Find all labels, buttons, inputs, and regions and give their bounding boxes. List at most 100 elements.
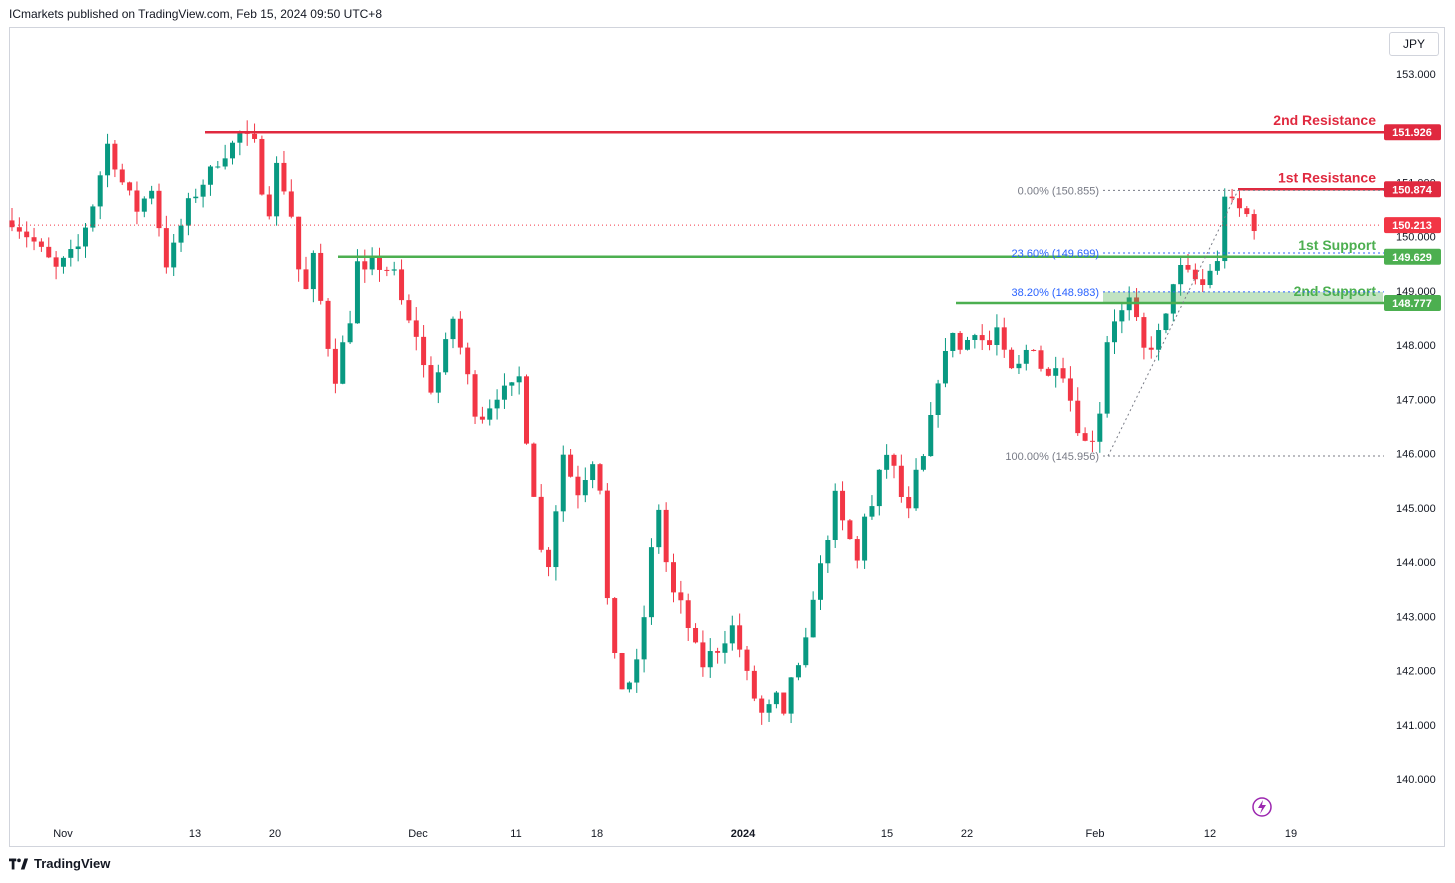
y-tick-label: 144.000 bbox=[1396, 557, 1436, 569]
current-price-badge bbox=[1384, 217, 1441, 234]
candle-body bbox=[75, 246, 81, 250]
candle-body bbox=[369, 257, 375, 270]
lightning-icon bbox=[1252, 797, 1272, 817]
candle-body bbox=[1185, 265, 1191, 270]
x-tick-label: 15 bbox=[881, 828, 893, 840]
candle-body bbox=[1016, 363, 1022, 369]
candle-body bbox=[575, 476, 581, 496]
x-tick-label: 19 bbox=[1285, 828, 1297, 840]
candle-body bbox=[656, 509, 662, 548]
candle-body bbox=[428, 365, 434, 393]
candle-body bbox=[1045, 368, 1051, 376]
currency-selector[interactable]: JPY bbox=[1389, 32, 1439, 56]
fibonacci-retracement: 0.00% (150.855) 23.60% (149.699) 38.20% (1… bbox=[1005, 185, 1384, 463]
y-tick-label: 149.000 bbox=[1396, 286, 1436, 298]
y-tick-label: 143.000 bbox=[1396, 611, 1436, 623]
candle-body bbox=[1112, 321, 1117, 343]
candle-body bbox=[693, 627, 699, 643]
candle-body bbox=[281, 162, 287, 192]
y-tick-label: 142.000 bbox=[1396, 666, 1436, 678]
y-tick-label: 153.000 bbox=[1396, 69, 1436, 81]
candle-body bbox=[942, 350, 948, 384]
sr-levels: 2nd Resistance 1st Resistance 1st Support 2… bbox=[10, 112, 1384, 305]
candle-body bbox=[928, 414, 934, 457]
candle-body bbox=[46, 246, 52, 258]
candle-body bbox=[1229, 196, 1235, 199]
x-tick-label: 22 bbox=[961, 828, 973, 840]
candle-body bbox=[560, 454, 566, 512]
candle-body bbox=[707, 651, 713, 668]
candle-body bbox=[325, 300, 331, 349]
candle-body bbox=[972, 335, 978, 340]
price-badges: 151.926 150.874 149.629 148.777 150.213 bbox=[1384, 124, 1441, 312]
candle-body bbox=[803, 637, 809, 666]
candle-body bbox=[259, 138, 265, 195]
y-tick-label: 145.000 bbox=[1396, 503, 1436, 515]
candle-body bbox=[722, 643, 728, 653]
price-badge bbox=[1384, 124, 1441, 141]
candle-body bbox=[332, 348, 338, 384]
x-tick-label: Feb bbox=[1086, 828, 1105, 840]
candle-body bbox=[1244, 208, 1250, 215]
candle-body bbox=[1067, 378, 1073, 401]
candle-body bbox=[818, 563, 823, 600]
candle-body bbox=[979, 335, 985, 341]
candle-body bbox=[920, 456, 926, 470]
x-tick-label: 11 bbox=[510, 828, 521, 840]
candle-body bbox=[884, 454, 890, 470]
x-tick-label: 13 bbox=[189, 828, 201, 840]
candle-body bbox=[1141, 317, 1147, 348]
candles bbox=[9, 120, 1257, 725]
candle-body bbox=[906, 496, 912, 509]
candle-body bbox=[1089, 440, 1095, 442]
level-label: 1st Resistance bbox=[1278, 169, 1376, 185]
level-label: 2nd Resistance bbox=[1273, 112, 1376, 128]
candle-body bbox=[759, 698, 765, 713]
candle-body bbox=[1178, 265, 1184, 285]
candle-body bbox=[1192, 269, 1198, 280]
candle-body bbox=[105, 143, 111, 176]
candle-body bbox=[795, 665, 801, 678]
candle-body bbox=[626, 682, 632, 690]
candle-body bbox=[296, 216, 302, 270]
candle-body bbox=[568, 454, 574, 477]
candle-body bbox=[891, 454, 897, 466]
candle-body bbox=[435, 372, 441, 393]
candle-body bbox=[362, 261, 368, 270]
candle-body bbox=[185, 198, 191, 226]
candle-body bbox=[700, 642, 706, 668]
tradingview-logo[interactable]: TradingView bbox=[9, 856, 110, 871]
candle-body bbox=[487, 408, 493, 420]
candle-body bbox=[1075, 400, 1081, 434]
candle-body bbox=[1156, 330, 1162, 350]
candle-body bbox=[619, 652, 625, 690]
candle-body bbox=[149, 190, 155, 199]
candle-body bbox=[318, 252, 324, 301]
candle-body bbox=[1214, 261, 1220, 271]
x-tick-label: 12 bbox=[1204, 828, 1216, 840]
candle-body bbox=[230, 142, 235, 159]
x-tick-label: 20 bbox=[269, 828, 281, 840]
candle-body bbox=[266, 194, 272, 217]
candle-body bbox=[68, 249, 74, 258]
candle-body bbox=[38, 241, 44, 247]
candle-body bbox=[766, 704, 772, 713]
candle-body bbox=[384, 269, 390, 271]
candle-body bbox=[825, 540, 831, 564]
candle-body bbox=[1251, 214, 1257, 232]
candle-body bbox=[898, 465, 904, 497]
candle-body bbox=[678, 592, 684, 601]
candle-body bbox=[1148, 347, 1154, 350]
candle-body bbox=[347, 323, 353, 343]
candle-body bbox=[1119, 310, 1125, 322]
candle-body bbox=[1053, 368, 1059, 376]
candle-body bbox=[200, 184, 206, 197]
y-tick-label: 141.000 bbox=[1396, 720, 1436, 732]
candle-body bbox=[1097, 413, 1103, 442]
candle-body bbox=[935, 383, 941, 415]
candle-body bbox=[252, 133, 258, 139]
current-price-label: 150.213 bbox=[1392, 220, 1432, 232]
y-tick-label: 146.000 bbox=[1396, 449, 1436, 461]
candle-body bbox=[582, 480, 588, 496]
